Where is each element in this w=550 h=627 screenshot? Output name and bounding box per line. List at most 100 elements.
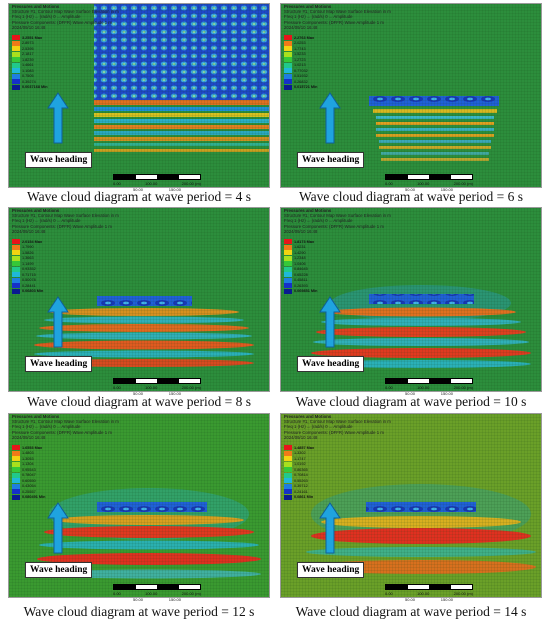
header-line4: Pressure Components: (DFFR) Wave Amplitu… xyxy=(12,429,112,435)
scale-segment xyxy=(114,379,136,383)
legend-swatch xyxy=(284,478,292,484)
scale-segment xyxy=(178,585,200,589)
legend-row: 1.3053 xyxy=(12,456,45,462)
scale-segment xyxy=(135,175,157,179)
legend-value: 1.0192 xyxy=(294,462,306,467)
legend-swatch xyxy=(284,239,292,245)
scale-segment xyxy=(386,175,408,179)
legend-swatch xyxy=(284,68,292,74)
color-legend: 2.2763 Max 2.0253 1.7743 1.5233 1.2723 1.0213… xyxy=(284,35,317,90)
header-line4: Pressure Components: (DFFR) Wave Amplitu… xyxy=(12,223,112,229)
header-title: Pressures and Motions xyxy=(284,414,332,419)
scale-sub-ticks: 50.00 150.00 xyxy=(385,391,473,396)
legend-swatch xyxy=(284,445,292,451)
legend-value: 1.4803 xyxy=(22,451,34,456)
legend-swatch xyxy=(284,40,292,46)
legend-row: 1.1304 xyxy=(12,461,45,468)
header-line3: Freq 1 (Hz) ... (rad/s) 0 ... Amplitude xyxy=(12,424,81,430)
legend-swatch xyxy=(12,472,20,478)
scale-segment xyxy=(450,175,472,179)
header-line2: Structure #1, Contour Map Wave Surface E… xyxy=(12,419,119,425)
scale-bar: 0.00 100.00 200.00 (m) 50.00 150.00 xyxy=(385,174,473,192)
scale-tick-label: 100.00 xyxy=(417,385,430,390)
legend-row: 0.55263 xyxy=(284,478,314,484)
wave-panel-t12 xyxy=(8,413,270,598)
legend-value: 1.3302 xyxy=(294,451,306,456)
wave-direction-arrow-icon xyxy=(319,502,341,554)
scale-sub-label: 50.00 xyxy=(133,187,144,192)
legend-swatch xyxy=(284,62,292,68)
header-title: Pressures and Motions xyxy=(12,414,60,419)
legend-max: 3.2551 Max xyxy=(12,35,48,41)
legend-value: 1.1304 xyxy=(22,462,34,467)
legend-value: 0.65228 xyxy=(294,272,308,277)
legend-swatch xyxy=(12,40,20,46)
legend-row: 2.8973 xyxy=(12,40,48,47)
legend-swatch xyxy=(284,57,292,63)
legend-value: 0.24161 xyxy=(294,489,308,494)
legend-min-label: 0.015721 Min xyxy=(294,85,318,90)
header-line3: Freq 1 (Hz) ... (rad/s) 0 ... Amplitude xyxy=(12,218,81,224)
caption-t6: Wave cloud diagram at wave period = 6 s xyxy=(299,189,523,204)
wave-direction-arrow-icon xyxy=(47,296,69,348)
legend-row: 0.71715 xyxy=(12,272,43,278)
legend-row: 0.84645 xyxy=(284,266,317,273)
legend-value: 0.26393 xyxy=(294,283,308,288)
legend-value: 0.86365 xyxy=(294,467,308,472)
legend-row: 1.7990 xyxy=(12,244,43,251)
legend-max: 1.6553 Max xyxy=(12,445,45,451)
legend-row: 1.4290 xyxy=(284,250,317,256)
legend-swatch xyxy=(12,68,20,74)
scale-bar-segments xyxy=(385,378,473,384)
legend-row: 0.26393 xyxy=(284,283,317,289)
legend-value: 1.1747 xyxy=(294,456,306,461)
legend-row: 1.4803 xyxy=(12,450,45,457)
scale-ticks: 0.00 100.00 200.00 (m) xyxy=(113,385,201,390)
scale-ticks: 0.00 100.00 200.00 (m) xyxy=(385,181,473,186)
legend-swatch xyxy=(284,283,292,289)
panel-header: Pressures and Motions Structure #1, Conto… xyxy=(284,414,391,440)
header-line3: Freq 1 (Hz) ... (rad/s) 0 ... Amplitude xyxy=(284,218,353,224)
legend-swatch xyxy=(12,46,20,52)
legend-swatch xyxy=(284,456,292,462)
legend-swatch xyxy=(12,461,20,467)
legend-swatch xyxy=(284,79,292,85)
header-line2: Structure #1, Contour Map Wave Surface E… xyxy=(284,213,391,219)
legend-swatch xyxy=(284,250,292,256)
legend-row: 0.24161 xyxy=(284,489,314,495)
scale-segment xyxy=(114,585,136,589)
legend-min: 0.0861 Min xyxy=(284,494,314,501)
scale-sub-label: 150.00 xyxy=(168,391,181,396)
legend-value: 0.60550 xyxy=(22,478,36,483)
panel-header: Pressures and Motions Structure #1, Conto… xyxy=(284,208,391,234)
legend-swatch xyxy=(12,283,20,289)
legend-min: 0.015721 Min xyxy=(284,84,318,91)
header-title: Pressures and Motions xyxy=(284,208,332,213)
legend-max-label: 3.2551 Max xyxy=(22,35,43,40)
legend-value: 1.4290 xyxy=(294,250,306,255)
scale-sub-label: 150.00 xyxy=(440,391,453,396)
legend-value: 1.7743 xyxy=(294,46,306,51)
legend-row: 1.0213 xyxy=(284,62,317,69)
scale-ticks: 0.00 100.00 200.00 (m) xyxy=(385,385,473,390)
legend-value: 1.7990 xyxy=(22,245,34,250)
scale-sub-label: 50.00 xyxy=(133,597,144,602)
legend-value: 0.50078 xyxy=(22,278,36,283)
legend-row: 2.5395 xyxy=(12,46,48,52)
legend-swatch xyxy=(12,483,20,489)
legend-swatch xyxy=(284,450,292,456)
scale-bar-segments xyxy=(113,378,201,384)
legend-swatch xyxy=(284,84,292,90)
legend-swatch xyxy=(12,266,20,272)
scale-segment xyxy=(450,585,472,589)
legend-row: 1.3302 xyxy=(284,450,314,457)
legend-swatch xyxy=(12,51,20,57)
legend-swatch xyxy=(12,445,20,451)
legend-min: 0.06803 Min xyxy=(12,288,43,295)
legend-value: 1.6231 xyxy=(294,245,306,250)
caption-t4: Wave cloud diagram at wave period = 4 s xyxy=(27,189,251,204)
legend-row: 1.5233 xyxy=(284,51,317,58)
legend-value: 2.0253 xyxy=(294,41,306,46)
legend-value: 0.78047 xyxy=(22,473,36,478)
legend-row: 0.78047 xyxy=(12,472,45,479)
